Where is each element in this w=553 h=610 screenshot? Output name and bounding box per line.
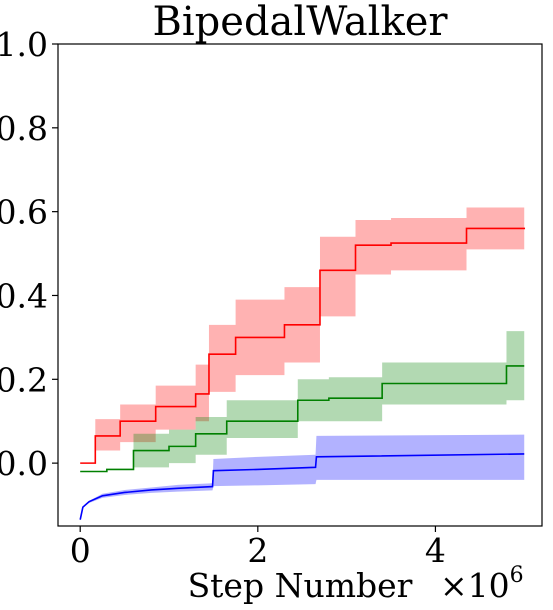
series-1-band: [80, 331, 525, 472]
series-lines: [79, 227, 526, 520]
y-tick-label-5: 1.0: [0, 25, 48, 64]
plot-frame: [57, 43, 543, 527]
x-tick-label-2: 4: [425, 531, 446, 570]
plot-area: 0.0 0.2 0.4 0.6 0.8 1.0 0 2 4: [0, 25, 543, 570]
series-0-line: [80, 227, 526, 464]
y-tick-label-3: 0.6: [0, 193, 48, 232]
y-tick-label-4: 0.8: [0, 109, 48, 148]
chart-title: BipedalWalker: [152, 0, 448, 45]
x-axis-offset: ×106: [440, 563, 524, 605]
x-axis-offset-exponent: 6: [510, 563, 524, 588]
series-0-band: [80, 206, 525, 464]
series-2-line: [79, 453, 525, 520]
x-tick-label-1: 2: [247, 531, 268, 570]
y-axis: 0.0 0.2 0.4 0.6 0.8 1.0: [0, 25, 58, 483]
confidence-bands: [80, 206, 525, 520]
series-1-line: [80, 365, 525, 473]
y-tick-label-2: 0.4: [0, 276, 48, 315]
y-tick-label-0: 0.0: [0, 444, 48, 483]
x-axis: 0 2 4: [70, 526, 446, 570]
x-axis-label: Step Number: [188, 566, 413, 605]
x-axis-offset-base: ×10: [440, 566, 510, 605]
y-tick-label-1: 0.2: [0, 360, 48, 399]
x-tick-label-0: 0: [70, 531, 91, 570]
